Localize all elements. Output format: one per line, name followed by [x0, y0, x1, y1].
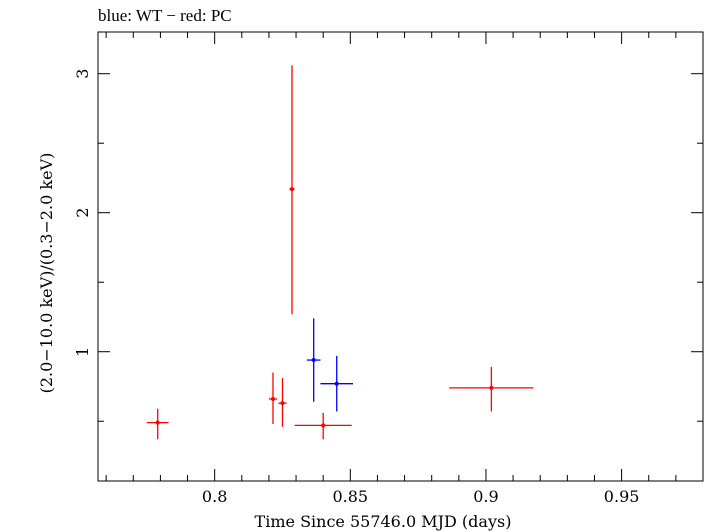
plot-frame	[97, 31, 704, 482]
data-marks	[146, 65, 534, 440]
data-point	[311, 358, 316, 363]
y-tick-label: 2	[73, 208, 92, 218]
y-tick-label: 3	[73, 69, 92, 79]
x-tick-label: 0.9	[473, 487, 498, 506]
data-point	[334, 381, 339, 386]
y-axis-ticks: 1 2 3	[73, 69, 703, 422]
y-tick-label: 1	[73, 347, 92, 357]
x-axis-ticks: 0.8 0.85 0.9 0.95	[105, 32, 704, 506]
y-axis-label: (2.0−10.0 keV)/(0.3−2.0 keV)	[37, 153, 56, 394]
data-point	[155, 420, 160, 425]
data-point	[280, 401, 285, 406]
data-point	[289, 187, 294, 192]
data-point	[489, 385, 494, 390]
data-point	[270, 396, 275, 401]
chart-title: blue: WT − red: PC	[98, 6, 232, 25]
x-tick-label: 0.8	[202, 487, 227, 506]
data-point	[321, 423, 326, 428]
x-tick-label: 0.85	[332, 487, 368, 506]
x-tick-label: 0.95	[604, 487, 640, 506]
x-axis-label: Time Since 55746.0 MJD (days)	[255, 512, 512, 531]
